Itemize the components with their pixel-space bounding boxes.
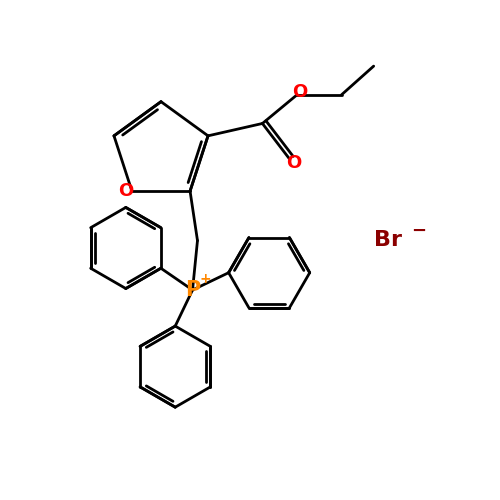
Text: Br: Br [374, 230, 402, 250]
Text: −: − [412, 222, 426, 240]
Text: O: O [292, 84, 307, 102]
Text: O: O [286, 154, 301, 172]
Text: +: + [199, 272, 210, 286]
Text: P: P [185, 280, 200, 300]
Text: O: O [118, 182, 134, 200]
